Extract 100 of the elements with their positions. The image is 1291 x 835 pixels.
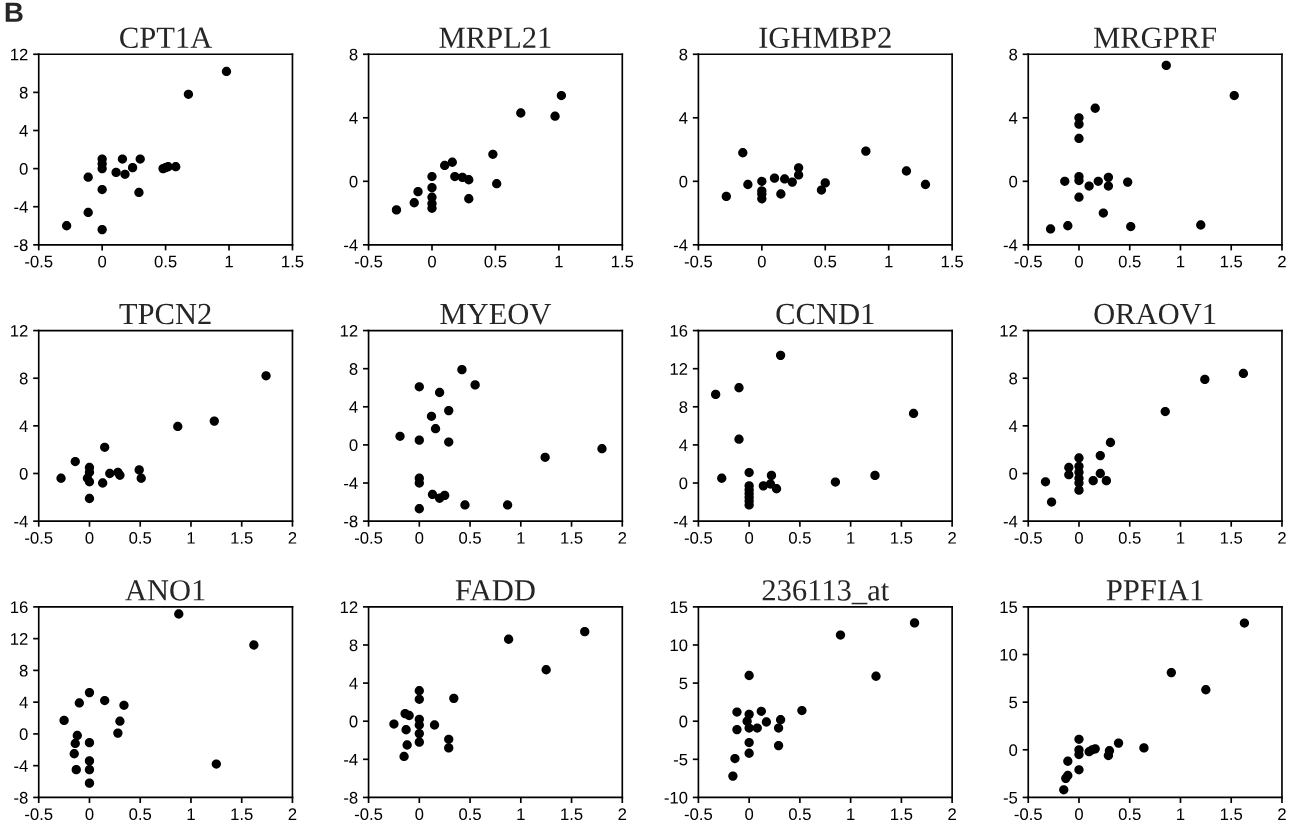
x-tick-label: 1.5 [941, 255, 964, 268]
x-tick-label: 1 [1177, 255, 1185, 268]
x-tick-label: 1.5 [891, 532, 913, 544]
x-tick-label: 2 [948, 808, 956, 820]
y-tick-label: 12 [670, 363, 688, 375]
x-tick-label: 0.5 [459, 531, 481, 544]
x-tick-label: 1.5 [1220, 532, 1243, 544]
x-tick-label: -0.5 [25, 531, 53, 544]
chart-title: FADD [455, 580, 535, 601]
y-tick-label: -4 [344, 477, 358, 490]
y-tick-label: 12 [340, 601, 358, 613]
x-tick-label: 2 [288, 808, 297, 820]
x-tick-label: 0.5 [788, 531, 811, 544]
y-tick-label: 8 [679, 48, 688, 61]
y-tick-label: 8 [349, 48, 358, 61]
y-tick-label: -8 [14, 791, 28, 804]
y-tick-label: -5 [1003, 792, 1018, 804]
x-tick-label: 1.5 [231, 808, 253, 821]
x-tick-label: 0 [415, 531, 424, 544]
x-tick-label: 1 [517, 532, 525, 544]
x-tick-label: 0 [98, 255, 107, 268]
y-tick-label: 0 [1009, 175, 1018, 188]
y-tick-label: 0 [1009, 467, 1018, 480]
x-tick-label: -0.5 [684, 808, 713, 821]
x-tick-label: -0.5 [354, 531, 383, 544]
y-tick-label: -4 [673, 239, 688, 251]
y-tick-label: 8 [349, 363, 358, 375]
y-tick-label: 4 [1008, 112, 1018, 124]
x-tick-label: 1.5 [561, 532, 583, 544]
x-tick-label: 1 [885, 255, 893, 268]
y-tick-label: 0 [19, 163, 28, 175]
x-tick-label: 1 [1177, 532, 1185, 544]
chart-title: MRGPRF [1093, 27, 1216, 49]
y-tick-label: 4 [19, 125, 28, 137]
y-tick-label: 8 [19, 86, 28, 99]
chart-title: CPT1A [120, 27, 213, 49]
x-tick-label: 1 [847, 532, 855, 544]
y-tick-label: 0 [349, 715, 358, 728]
y-tick-label: 8 [1009, 372, 1018, 385]
y-tick-label: 0 [679, 477, 688, 490]
y-tick-label: 4 [19, 420, 28, 432]
x-tick-label: 0 [745, 808, 754, 821]
x-tick-label: 2 [618, 808, 627, 820]
text: B [5, 2, 23, 22]
y-tick-label: -4 [344, 753, 358, 766]
y-tick-label: 0 [19, 467, 28, 480]
x-tick-label: 1 [1177, 808, 1185, 820]
x-tick-label: 0 [1075, 808, 1083, 821]
chart-title: 236113_at [762, 580, 890, 605]
y-tick-label: 5 [679, 677, 688, 690]
x-tick-label: 0.5 [1118, 255, 1141, 268]
y-tick-label: -4 [1003, 239, 1018, 251]
chart-title: TPCN2 [119, 303, 211, 325]
y-tick-label: 4 [19, 696, 28, 709]
x-tick-label: 0.5 [129, 808, 152, 821]
y-tick-label: 0 [349, 175, 358, 188]
y-tick-label: -5 [673, 753, 688, 766]
x-tick-label: -0.5 [354, 255, 383, 268]
y-tick-label: 15 [1000, 601, 1018, 614]
chart-title: MRPL21 [439, 27, 551, 48]
x-tick-label: 0 [85, 808, 94, 821]
y-tick-label: 16 [670, 324, 688, 337]
y-tick-label: 5 [1009, 696, 1018, 709]
x-tick-label: 2 [288, 531, 297, 544]
x-tick-label: 0.5 [154, 255, 177, 268]
y-tick-label: 0 [679, 175, 688, 188]
x-tick-label: 1.5 [1220, 255, 1243, 268]
x-tick-label: 2 [618, 531, 627, 544]
x-tick-label: 0.5 [814, 255, 837, 268]
y-tick-label: 4 [349, 112, 358, 124]
y-tick-label: 8 [349, 639, 358, 652]
y-tick-label: 8 [1009, 48, 1018, 61]
x-tick-label: 1.5 [611, 255, 634, 268]
x-tick-label: 0.5 [1118, 808, 1141, 821]
y-tick-label: 12 [340, 324, 358, 337]
x-tick-label: 0 [745, 531, 754, 544]
x-tick-label: 1.5 [282, 255, 304, 268]
y-tick-label: -4 [14, 201, 28, 213]
y-tick-label: 0 [1009, 744, 1018, 756]
y-tick-label: -8 [344, 515, 358, 528]
y-tick-label: 10 [670, 639, 688, 652]
y-tick-label: 12 [1000, 324, 1017, 337]
chart-title: PPFIA1 [1106, 580, 1203, 601]
x-tick-label: 1.5 [1220, 808, 1243, 821]
x-tick-label: 0 [757, 255, 766, 268]
x-tick-label: 2 [948, 531, 956, 544]
y-tick-label: 12 [11, 633, 28, 645]
x-tick-label: 0 [428, 255, 436, 268]
chart-title: MYEOV [440, 303, 552, 325]
x-tick-label: 0.5 [1118, 531, 1141, 544]
y-tick-label: -4 [344, 239, 358, 251]
x-tick-label: -0.5 [25, 808, 53, 821]
x-tick-label: 2 [1278, 531, 1286, 544]
y-tick-label: -8 [344, 791, 358, 804]
x-tick-label: 1 [187, 808, 195, 820]
x-tick-label: 1 [225, 255, 233, 268]
y-tick-label: 12 [11, 48, 28, 61]
y-tick-label: 0 [679, 715, 688, 728]
y-tick-label: -10 [664, 791, 688, 804]
chart-title: CCND1 [776, 303, 874, 325]
